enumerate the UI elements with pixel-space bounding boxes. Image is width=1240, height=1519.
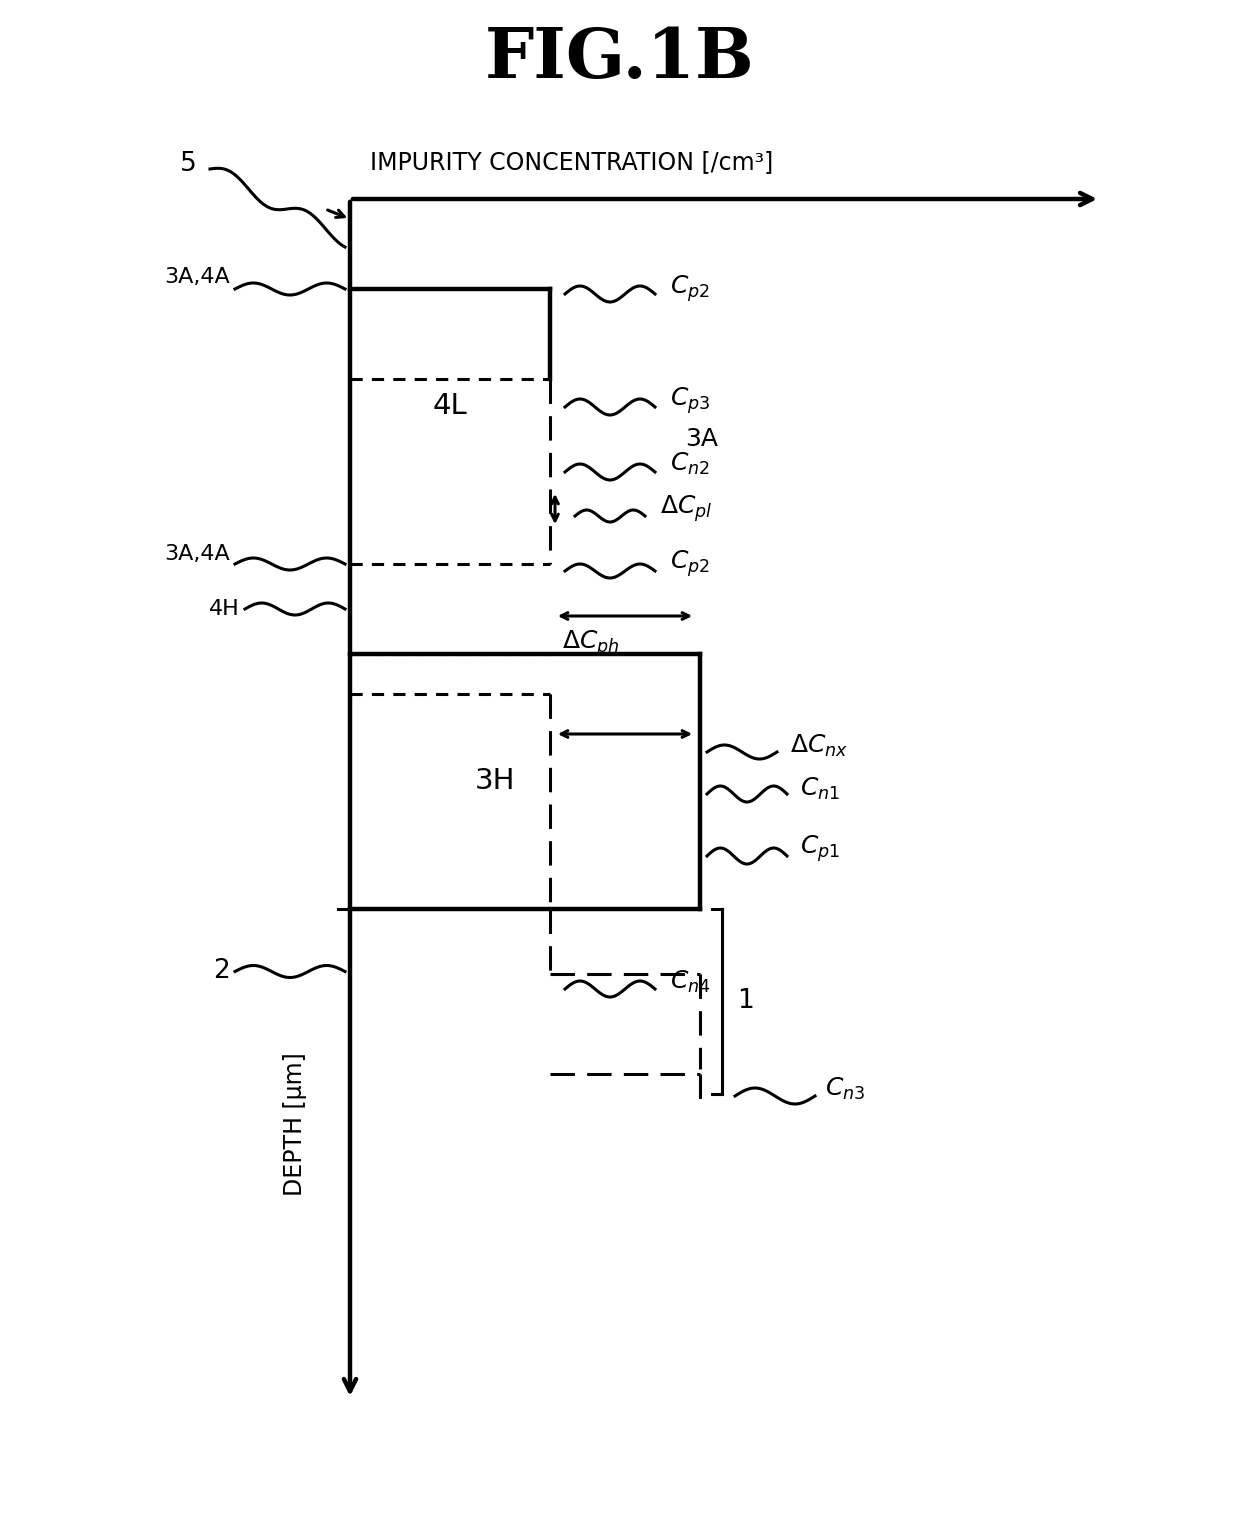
Text: 1: 1 <box>737 989 754 1015</box>
Text: 4L: 4L <box>433 392 467 421</box>
Text: 3A: 3A <box>684 427 718 451</box>
Text: 5: 5 <box>180 150 197 178</box>
Text: IMPURITY CONCENTRATION [/cm³]: IMPURITY CONCENTRATION [/cm³] <box>370 150 774 175</box>
Text: $C_{p2}$: $C_{p2}$ <box>670 273 711 304</box>
Text: DEPTH [μm]: DEPTH [μm] <box>283 1053 308 1195</box>
Text: $C_{n1}$: $C_{n1}$ <box>800 776 839 802</box>
Text: 3H: 3H <box>475 767 516 796</box>
Text: $C_{p3}$: $C_{p3}$ <box>670 386 711 416</box>
Text: $\Delta C_{pl}$: $\Delta C_{pl}$ <box>660 494 713 524</box>
Text: $C_{p1}$: $C_{p1}$ <box>800 834 839 864</box>
Text: $\Delta C_{nx}$: $\Delta C_{nx}$ <box>790 732 848 760</box>
Text: 3A,4A: 3A,4A <box>164 267 229 287</box>
Text: FIG.1B: FIG.1B <box>485 26 755 93</box>
Text: $C_{n3}$: $C_{n3}$ <box>825 1075 866 1103</box>
Text: $C_{p2}$: $C_{p2}$ <box>670 548 711 579</box>
Text: $C_{n2}$: $C_{n2}$ <box>670 451 711 477</box>
Text: 2: 2 <box>213 958 229 984</box>
Text: $\Delta C_{ph}$: $\Delta C_{ph}$ <box>562 629 620 659</box>
Text: $C_{n4}$: $C_{n4}$ <box>670 969 711 995</box>
Text: 3A,4A: 3A,4A <box>164 544 229 564</box>
Text: 4H: 4H <box>210 598 241 620</box>
